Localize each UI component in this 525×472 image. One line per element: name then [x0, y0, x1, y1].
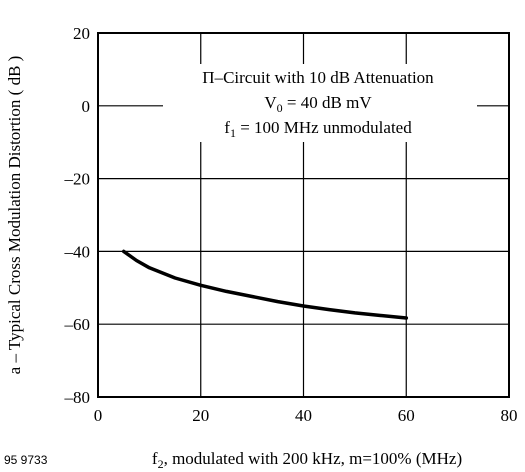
y-tick-label: –80	[64, 388, 91, 407]
annotation-line-1: Π–Circuit with 10 dB Attenuation	[202, 68, 434, 87]
annotation-background	[163, 64, 477, 142]
x-tick-label: 20	[192, 406, 209, 425]
x-tick-label: 60	[398, 406, 415, 425]
y-tick-label: 0	[82, 97, 91, 116]
x-tick-label: 80	[501, 406, 518, 425]
distortion-curve	[121, 249, 409, 320]
plot-frame	[97, 32, 510, 398]
figure-id: 95 9733	[4, 453, 48, 467]
x-tick-label: 40	[295, 406, 312, 425]
x-tick-labels: 0 20 40 60 80	[94, 406, 518, 425]
annotation-line-2: V0 = 40 dB mV	[264, 93, 372, 115]
y-tick-label: –20	[64, 170, 91, 189]
x-tick-label: 0	[94, 406, 103, 425]
y-tick-label: 20	[73, 24, 90, 43]
y-tick-label: –60	[64, 315, 91, 334]
y-axis-label: a – Typical Cross Modulation Distortion …	[5, 56, 24, 375]
x-axis-label: f2, modulated with 200 kHz, m=100% (MHz)	[152, 449, 462, 471]
series-layer	[121, 249, 409, 320]
annotation-line-3: f1 = 100 MHz unmodulated	[224, 118, 412, 140]
y-tick-label: –40	[64, 242, 91, 261]
y-tick-labels: 20 0 –20 –40 –60 –80	[64, 24, 91, 407]
